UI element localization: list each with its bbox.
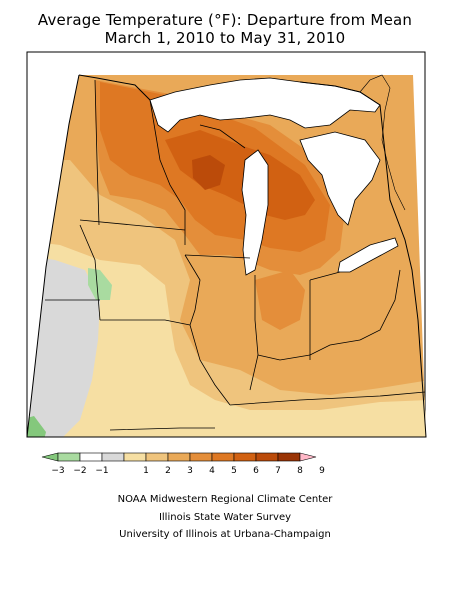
legend-swatch (167, 452, 191, 462)
band-6-7-core (165, 130, 315, 220)
border-il-mo (189, 324, 231, 406)
border-oh-wv (359, 269, 401, 341)
border-ia-mo (100, 319, 191, 326)
credit-line-2: Illinois State Water Survey (158, 512, 292, 523)
legend-swatch (277, 452, 301, 462)
legend-swatch (57, 452, 81, 462)
legend-tick-label: 5 (231, 466, 237, 476)
border-il-in (249, 275, 259, 391)
legend-arrow-high (299, 452, 317, 462)
lake-huron (299, 131, 381, 226)
lake-michigan (241, 149, 269, 276)
legend-tick-label: 1 (143, 466, 149, 476)
legend-tick-label: 7 (275, 466, 281, 476)
green-corner (27, 416, 46, 437)
border-mo-south (109, 427, 215, 431)
color-legend: −3 −2 −1 1 2 3 4 5 6 7 8 9 (41, 452, 325, 476)
legend-tick-label: 2 (165, 466, 171, 476)
band-4-5-indiana (255, 270, 305, 330)
border-wi-il (184, 254, 251, 259)
border-ia-il (184, 254, 201, 326)
map-title: Average Temperature (°F): Departure from… (37, 11, 413, 29)
border-ky-tn (229, 391, 426, 406)
border-up-wi (199, 124, 246, 149)
legend-swatch (189, 452, 213, 462)
legend-arrow-low (41, 452, 59, 462)
legend-tick-label: 3 (187, 466, 193, 476)
lake-superior (149, 77, 381, 133)
border-wi-ia (79, 219, 186, 231)
ontario-shoreline (359, 74, 406, 211)
legend-tick-label: 8 (297, 466, 303, 476)
legend-swatch (145, 452, 169, 462)
legend-tick-label: −3 (51, 466, 64, 476)
legend-swatch (101, 452, 125, 462)
legend-tick-label: 9 (319, 466, 325, 476)
band-1-2-southwest (27, 240, 426, 437)
credit-line-1: NOAA Midwestern Regional Climate Center (117, 494, 333, 505)
legend-swatch (79, 452, 103, 462)
border-in-ky (257, 339, 361, 361)
state-borders (45, 79, 426, 431)
legend-tick-label: −1 (95, 466, 108, 476)
legend-tick-label: 4 (209, 466, 215, 476)
map-date-range: March 1, 2010 to May 31, 2010 (104, 29, 346, 47)
border-mn-west (94, 79, 100, 226)
legend-swatch (123, 452, 147, 462)
border-mn-wi (149, 99, 186, 245)
legend-tick-label: 6 (253, 466, 259, 476)
light-green-patch (88, 268, 112, 300)
border-mi-oh (309, 271, 341, 281)
band-7-8-spot (192, 155, 225, 190)
legend-swatch (211, 452, 235, 462)
credit-line-3: University of Illinois at Urbana-Champai… (119, 529, 331, 540)
legend-swatch (233, 452, 257, 462)
legend-tick-label: −2 (73, 466, 86, 476)
legend-swatch (255, 452, 279, 462)
